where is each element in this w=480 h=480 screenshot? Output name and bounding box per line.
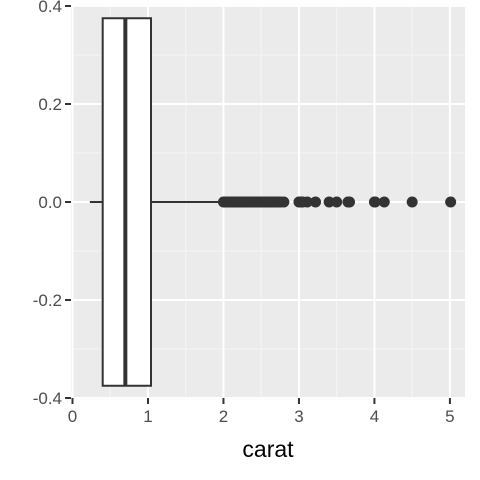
y-axis: -0.4 -0.2 0.0 0.2 0.4 <box>33 0 71 408</box>
y-tick-label: 0.4 <box>38 0 62 16</box>
outlier-point <box>323 196 335 208</box>
y-tick-label: -0.2 <box>33 291 62 310</box>
outlier-point <box>310 196 322 208</box>
x-axis: 0 1 2 3 4 5 <box>68 398 455 426</box>
y-tick-label: -0.4 <box>33 389 62 408</box>
outlier-point <box>445 196 457 208</box>
outlier-point <box>369 196 381 208</box>
outlier-point <box>301 196 313 208</box>
y-tick-label: 0.0 <box>38 193 62 212</box>
x-tick-label: 5 <box>445 407 454 426</box>
outlier-point <box>378 196 390 208</box>
x-tick-label: 1 <box>143 407 152 426</box>
outlier-point <box>406 196 418 208</box>
x-tick-label: 2 <box>219 407 228 426</box>
x-tick-label: 3 <box>294 407 303 426</box>
outlier-point <box>331 196 343 208</box>
x-axis-title: carat <box>242 436 294 462</box>
box-layer <box>89 17 224 387</box>
outlier-point <box>278 196 290 208</box>
x-tick-label: 0 <box>68 407 77 426</box>
x-tick-label: 4 <box>370 407 379 426</box>
outlier-point <box>344 196 356 208</box>
outlier-layer <box>217 196 457 208</box>
y-tick-label: 0.2 <box>38 95 62 114</box>
